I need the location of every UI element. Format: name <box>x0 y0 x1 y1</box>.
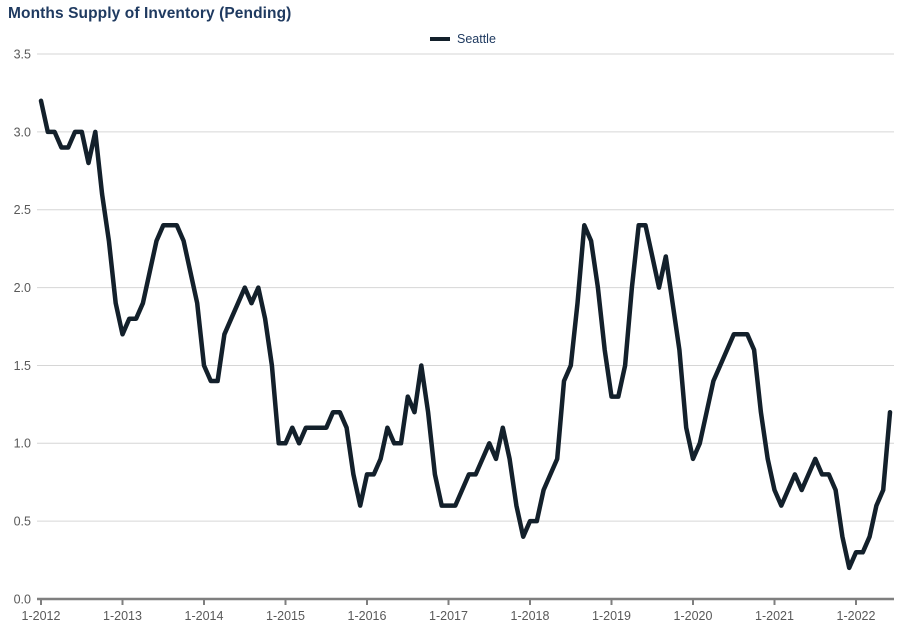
y-axis-tick-label: 2.5 <box>14 203 31 217</box>
x-axis-tick-label: 1-2018 <box>511 609 550 623</box>
x-axis-tick-label: 1-2021 <box>755 609 794 623</box>
y-axis-tick-label: 0.5 <box>14 515 31 529</box>
x-axis-tick-label: 1-2012 <box>22 609 61 623</box>
y-axis-tick-label: 3.5 <box>14 47 31 61</box>
legend: Seattle <box>430 31 496 47</box>
chart-title: Months Supply of Inventory (Pending) <box>8 5 292 22</box>
x-axis-tick-label: 1-2013 <box>103 609 142 623</box>
y-axis-tick-label: 1.5 <box>14 359 31 373</box>
legend-line-swatch <box>430 37 450 41</box>
x-axis-tick-label: 1-2016 <box>348 609 387 623</box>
y-axis-tick-label: 1.0 <box>14 437 31 451</box>
x-axis-tick-label: 1-2019 <box>592 609 631 623</box>
x-axis-tick-label: 1-2017 <box>429 609 468 623</box>
x-axis-tick-label: 1-2014 <box>185 609 224 623</box>
x-axis-tick-label: 1-2022 <box>837 609 876 623</box>
series-line-seattle <box>38 98 893 571</box>
x-axis-tick-label: 1-2020 <box>674 609 713 623</box>
y-axis-tick-label: 2.0 <box>14 281 31 295</box>
legend-label: Seattle <box>457 32 496 46</box>
y-axis-tick-label: 3.0 <box>14 125 31 139</box>
y-axis-tick-label: 0.0 <box>14 592 31 606</box>
x-axis-tick-label: 1-2015 <box>266 609 305 623</box>
